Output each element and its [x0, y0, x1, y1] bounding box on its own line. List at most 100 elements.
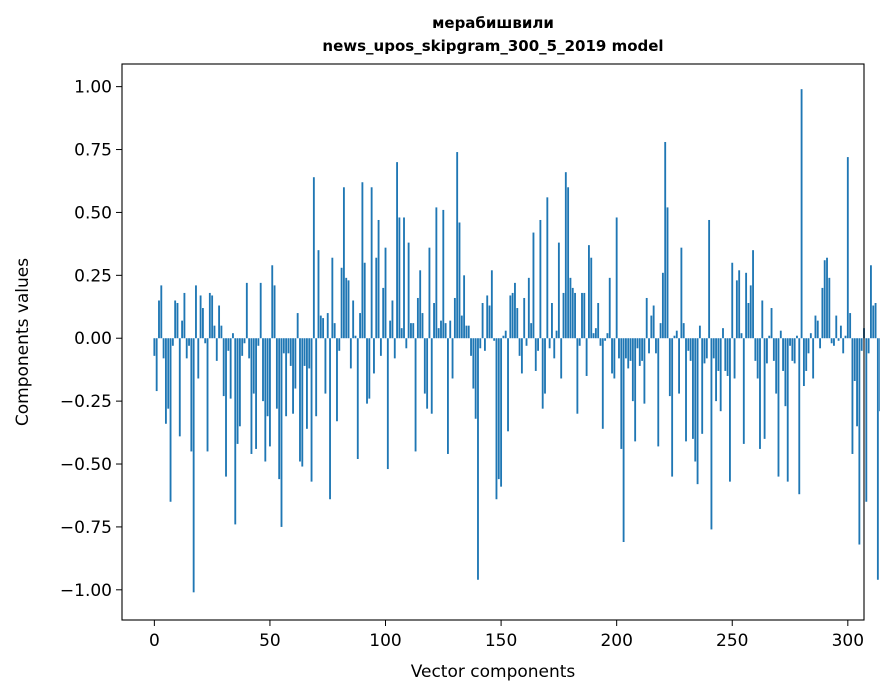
bar-component-48 — [264, 338, 267, 462]
bar-component-49 — [266, 338, 269, 417]
bar-component-218 — [657, 338, 660, 447]
bar-component-282 — [805, 338, 808, 371]
bar-component-248 — [726, 338, 729, 376]
bar-component-50 — [269, 338, 271, 447]
bar-component-19 — [197, 338, 200, 379]
bar-component-130 — [453, 297, 456, 339]
bar-component-127 — [447, 338, 449, 454]
bar-component-266 — [768, 335, 771, 339]
bar-series — [153, 89, 880, 593]
chart-title-line-2: news_upos_skipgram_300_5_2019 model — [322, 37, 663, 55]
bar-component-93 — [368, 338, 371, 399]
bar-component-126 — [444, 323, 447, 339]
bar-component-197 — [608, 277, 611, 339]
bar-component-2 — [158, 300, 160, 339]
bar-component-135 — [465, 325, 468, 339]
bar-component-84 — [347, 280, 350, 339]
bar-component-121 — [433, 303, 435, 339]
bar-component-193 — [599, 338, 602, 346]
bar-component-52 — [273, 285, 276, 339]
bar-component-311 — [872, 305, 875, 339]
bar-component-21 — [201, 308, 204, 339]
bar-component-115 — [419, 270, 422, 339]
bar-component-24 — [208, 292, 211, 339]
bar-component-137 — [470, 338, 472, 356]
bar-component-265 — [765, 338, 768, 364]
bar-component-293 — [830, 338, 833, 344]
bar-component-257 — [747, 303, 750, 339]
bar-component-92 — [366, 338, 368, 404]
bar-component-0 — [153, 338, 156, 356]
bar-component-268 — [772, 338, 775, 361]
bar-component-88 — [356, 338, 359, 459]
x-tick-label: 250 — [716, 631, 748, 651]
bar-component-290 — [823, 260, 826, 339]
bar-component-168 — [541, 338, 544, 409]
bar-component-244 — [717, 338, 720, 371]
bar-component-166 — [537, 338, 539, 351]
bar-component-108 — [403, 217, 405, 339]
bar-component-205 — [627, 338, 630, 369]
bar-component-76 — [329, 338, 331, 500]
bar-component-241 — [710, 338, 713, 530]
bar-component-119 — [428, 247, 431, 339]
y-axis-label: Components values — [13, 258, 33, 426]
bar-component-98 — [379, 338, 382, 356]
bar-component-111 — [410, 323, 412, 339]
bar-component-14 — [185, 338, 188, 359]
chart-title-line-1: мерабишвили — [432, 14, 554, 32]
bar-component-272 — [782, 338, 785, 371]
bar-component-249 — [729, 338, 731, 482]
bar-component-246 — [722, 328, 724, 339]
bar-component-210 — [638, 338, 641, 366]
bar-component-226 — [675, 330, 678, 339]
bar-component-71 — [317, 250, 320, 339]
bar-component-260 — [754, 338, 757, 361]
bar-component-263 — [761, 300, 764, 339]
bar-component-269 — [775, 338, 778, 394]
bar-component-117 — [423, 338, 426, 394]
bar-component-274 — [786, 338, 789, 482]
x-axis-label: Vector components — [411, 662, 576, 682]
bar-component-58 — [287, 338, 290, 354]
bar-component-105 — [396, 162, 398, 339]
bar-component-55 — [280, 338, 283, 527]
bar-component-90 — [361, 182, 364, 339]
bar-component-139 — [474, 338, 477, 419]
bar-component-16 — [190, 338, 193, 452]
bar-component-279 — [798, 338, 801, 495]
bar-component-65 — [303, 338, 306, 366]
bar-component-313 — [876, 338, 879, 580]
bar-component-297 — [839, 325, 842, 339]
bar-component-26 — [213, 325, 216, 339]
bar-component-271 — [779, 330, 782, 339]
bar-component-27 — [215, 338, 218, 361]
bar-component-267 — [770, 308, 773, 339]
bar-component-83 — [345, 277, 348, 339]
bar-component-245 — [719, 338, 722, 412]
bar-component-312 — [874, 303, 877, 339]
bar-component-189 — [590, 257, 593, 339]
bar-component-157 — [516, 308, 519, 339]
bar-component-113 — [414, 338, 417, 452]
bar-component-283 — [807, 338, 810, 354]
bar-component-301 — [849, 313, 852, 339]
bar-component-154 — [509, 295, 512, 339]
bar-component-240 — [708, 219, 711, 339]
bar-component-101 — [386, 338, 389, 470]
bar-component-284 — [809, 333, 812, 339]
bar-component-171 — [548, 338, 551, 349]
bar-component-1 — [155, 338, 158, 392]
bar-component-239 — [705, 338, 708, 359]
bar-component-17 — [192, 338, 195, 593]
bar-component-184 — [578, 338, 581, 346]
bar-component-123 — [437, 328, 440, 339]
bar-component-309 — [867, 338, 870, 354]
bar-component-28 — [218, 305, 221, 339]
bar-component-78 — [333, 323, 336, 339]
bar-component-277 — [793, 338, 796, 364]
bar-component-129 — [451, 338, 454, 379]
bar-component-230 — [685, 338, 687, 442]
bar-component-304 — [856, 338, 858, 427]
bar-component-204 — [624, 338, 627, 359]
